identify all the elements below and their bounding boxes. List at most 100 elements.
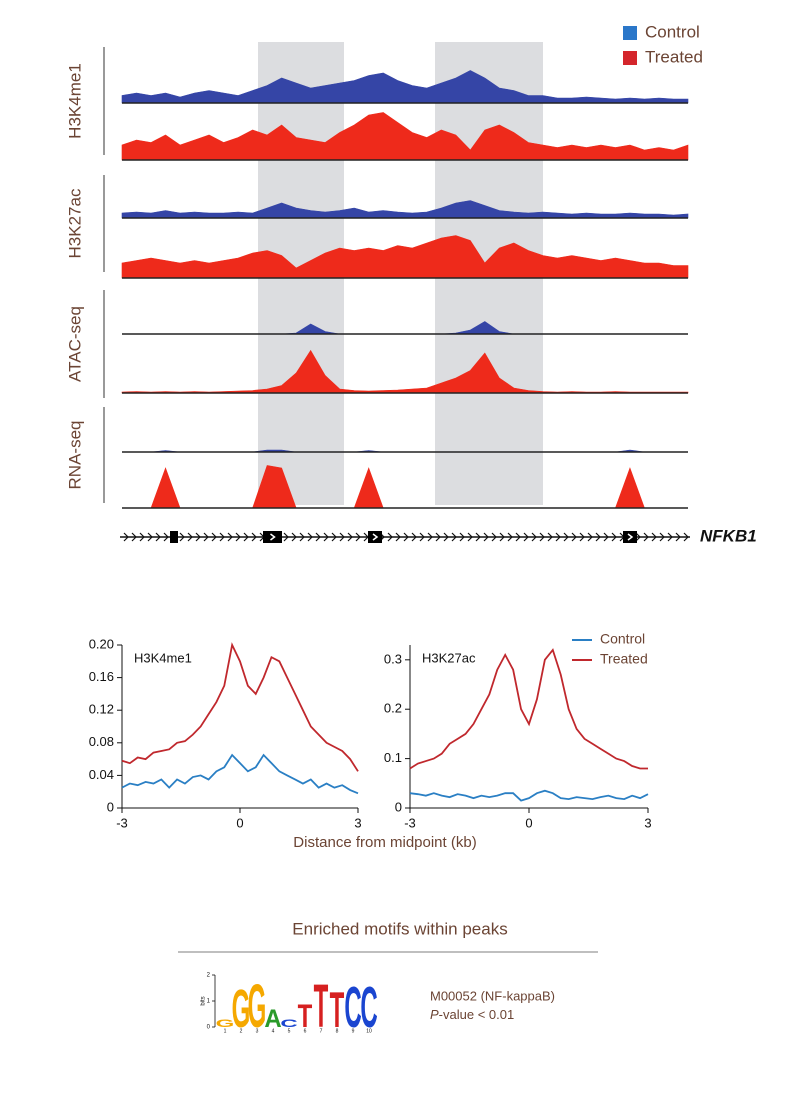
gene-chevron bbox=[155, 532, 161, 542]
panel-title: H3K27ac bbox=[422, 650, 476, 665]
logo-position: 10 bbox=[366, 1028, 372, 1034]
gene-chevron bbox=[315, 532, 321, 542]
pvalue-symbol: P bbox=[430, 1007, 439, 1022]
gene-chevron bbox=[251, 532, 257, 542]
legend-label: Control bbox=[600, 631, 645, 647]
y-tick-label: 0.16 bbox=[89, 669, 114, 684]
y-tick-label: 0 bbox=[395, 799, 402, 814]
logo-letter: G bbox=[232, 978, 251, 1039]
gene-chevron bbox=[419, 532, 425, 542]
gene-chevron bbox=[483, 532, 489, 542]
gene-chevron bbox=[467, 532, 473, 542]
logo-position: 8 bbox=[336, 1028, 339, 1034]
gene-chevron bbox=[123, 532, 129, 542]
gene-chevron bbox=[211, 532, 217, 542]
logo-letter: G bbox=[248, 972, 267, 1040]
logo-tick-label: 1 bbox=[207, 999, 211, 1005]
gene-chevron bbox=[443, 532, 449, 542]
logo-position: 5 bbox=[288, 1028, 291, 1034]
logo-position: 9 bbox=[352, 1028, 355, 1034]
gene-chevron bbox=[595, 532, 601, 542]
gene-chevron bbox=[139, 532, 145, 542]
exon bbox=[368, 531, 382, 543]
gene-chevron bbox=[643, 532, 649, 542]
series-line bbox=[121, 642, 359, 772]
logo-letter: T bbox=[314, 972, 329, 1040]
logo-tick-label: 0 bbox=[207, 1025, 211, 1031]
exon-chevron bbox=[627, 533, 634, 541]
legend-swatch bbox=[623, 26, 637, 40]
motif-title: Enriched motifs within peaks bbox=[292, 919, 507, 938]
gene-chevron bbox=[323, 532, 329, 542]
gene-chevron bbox=[331, 532, 337, 542]
exon bbox=[263, 531, 282, 543]
track-area bbox=[121, 349, 689, 394]
track-area bbox=[121, 112, 689, 161]
logo-letter: A bbox=[264, 1006, 282, 1034]
gene-chevron bbox=[347, 532, 353, 542]
y-tick-label: 0.1 bbox=[384, 750, 402, 765]
legend-label: Treated bbox=[645, 47, 703, 66]
logo-position: 4 bbox=[272, 1028, 275, 1034]
logo-position: 6 bbox=[304, 1028, 307, 1034]
gene-chevron bbox=[587, 532, 593, 542]
gene-chevron bbox=[163, 532, 169, 542]
pvalue-text: -value < 0.01 bbox=[439, 1007, 515, 1022]
gene-chevron bbox=[571, 532, 577, 542]
gene-chevron bbox=[339, 532, 345, 542]
gene-chevron bbox=[283, 532, 289, 542]
gene-chevron bbox=[427, 532, 433, 542]
gene-chevron bbox=[195, 532, 201, 542]
gene-chevron bbox=[243, 532, 249, 542]
gene-chevron bbox=[411, 532, 417, 542]
gene-chevron bbox=[451, 532, 457, 542]
gene-chevron bbox=[499, 532, 505, 542]
y-tick-label: 0.3 bbox=[384, 651, 402, 666]
exon-chevron bbox=[270, 533, 276, 541]
gene-chevron bbox=[683, 532, 689, 542]
track-area bbox=[121, 200, 689, 219]
series-line bbox=[121, 753, 359, 795]
gene-chevron bbox=[659, 532, 665, 542]
logo-letter: G bbox=[216, 1017, 235, 1029]
gene-chevron bbox=[651, 532, 657, 542]
track-area bbox=[121, 70, 689, 104]
gene-chevron bbox=[563, 532, 569, 542]
gene-chevron bbox=[547, 532, 553, 542]
gene-chevron bbox=[403, 532, 409, 542]
series-line bbox=[409, 648, 648, 770]
exon bbox=[170, 531, 178, 543]
gene-chevron bbox=[635, 532, 641, 542]
gene-chevron bbox=[531, 532, 537, 542]
x-tick-label: 0 bbox=[236, 815, 243, 830]
track-label: ATAC-seq bbox=[65, 306, 84, 382]
track-area bbox=[122, 465, 688, 509]
logo-letter: C bbox=[344, 976, 361, 1040]
logo-position: 7 bbox=[320, 1028, 323, 1034]
gene-chevron bbox=[523, 532, 529, 542]
logo-position: 3 bbox=[256, 1028, 259, 1034]
gene-chevron bbox=[475, 532, 481, 542]
x-tick-label: -3 bbox=[116, 815, 128, 830]
y-tick-label: 0.20 bbox=[89, 636, 114, 651]
logo-position: 2 bbox=[240, 1028, 243, 1034]
gene-chevron bbox=[603, 532, 609, 542]
gene-chevron bbox=[611, 532, 617, 542]
gene-chevron bbox=[131, 532, 137, 542]
y-tick-label: 0 bbox=[107, 799, 114, 814]
track-label: H3K4me1 bbox=[65, 63, 84, 139]
gene-chevron bbox=[507, 532, 513, 542]
gene-chevron bbox=[355, 532, 361, 542]
gene-chevron bbox=[299, 532, 305, 542]
gene-chevron bbox=[491, 532, 497, 542]
logo-letter: C bbox=[360, 976, 377, 1040]
x-tick-label: 3 bbox=[354, 815, 361, 830]
gene-chevron bbox=[307, 532, 313, 542]
gene-chevron bbox=[667, 532, 673, 542]
gene-chevron bbox=[675, 532, 681, 542]
gene-chevron bbox=[179, 532, 185, 542]
legend-label: Treated bbox=[600, 651, 648, 667]
x-tick-label: -3 bbox=[404, 815, 416, 830]
